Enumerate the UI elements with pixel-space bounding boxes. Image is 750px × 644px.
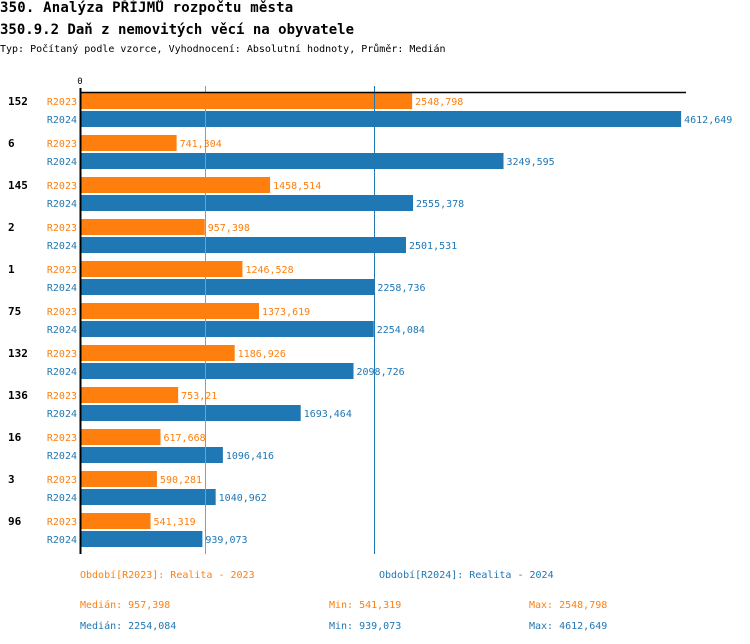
bar-r2023 (81, 303, 260, 319)
series-label: R2023 (47, 223, 77, 234)
series-label: R2023 (47, 97, 77, 108)
series-label: R2024 (47, 199, 77, 210)
category-label: 6 (8, 137, 15, 150)
category-label: 152 (8, 95, 28, 108)
data-label: 2098,726 (357, 367, 405, 378)
data-label: 957,398 (208, 223, 250, 234)
data-label: 1246,528 (245, 265, 293, 276)
data-label: 753,21 (181, 391, 217, 402)
data-label: 541,319 (154, 517, 196, 528)
series-label: R2024 (47, 241, 77, 252)
bar-r2024 (81, 489, 216, 505)
bar-r2023 (81, 135, 177, 151)
legend-r2024: Období[R2024]: Realita - 2024 (379, 570, 554, 581)
bar-r2023 (81, 261, 243, 277)
data-label: 3249,595 (506, 157, 554, 168)
bar-r2024 (81, 195, 414, 211)
category-label: 1 (8, 263, 15, 276)
bar-r2023 (81, 345, 235, 361)
series-label: R2023 (47, 139, 77, 150)
bar-r2024 (81, 405, 301, 421)
stat-r2023-min: Min: 541,319 (329, 600, 402, 611)
series-label: R2024 (47, 325, 77, 336)
bar-r2023 (81, 471, 157, 487)
data-label: 1693,464 (304, 409, 352, 420)
bar-r2023 (81, 429, 161, 445)
category-label: 96 (8, 515, 22, 528)
bar-r2023 (81, 387, 179, 403)
page-title: 350. Analýza PŘÍJMŮ rozpočtu města (0, 0, 294, 16)
series-label: R2023 (47, 433, 77, 444)
bar-r2023 (81, 513, 151, 529)
data-label: 590,281 (160, 475, 202, 486)
bar-r2024 (81, 447, 223, 463)
bar-r2024 (81, 111, 682, 127)
data-label: 617,668 (163, 433, 205, 444)
series-label: R2024 (47, 409, 77, 420)
stat-r2023-max: Max: 2548,798 (529, 600, 608, 611)
data-label: 1096,416 (226, 451, 274, 462)
series-label: R2023 (47, 181, 77, 192)
data-label: 2254,084 (377, 325, 425, 336)
series-label: R2024 (47, 367, 77, 378)
series-label: R2023 (47, 475, 77, 486)
series-label: R2024 (47, 451, 77, 462)
series-label: R2024 (47, 493, 77, 504)
series-label: R2023 (47, 265, 77, 276)
category-label: 16 (8, 431, 22, 444)
category-label: 145 (8, 179, 28, 192)
series-label: R2023 (47, 517, 77, 528)
series-label: R2024 (47, 283, 77, 294)
data-label: 1458,514 (273, 181, 321, 192)
category-label: 132 (8, 347, 28, 360)
stat-r2023-median: Medián: 957,398 (80, 600, 171, 611)
data-label: 1373,619 (262, 307, 310, 318)
data-label: 4612,649 (684, 115, 732, 126)
x-tick-label: 0 (77, 77, 82, 87)
data-label: 2548,798 (415, 97, 463, 108)
legend-r2023: Období[R2023]: Realita - 2023 (80, 570, 255, 581)
data-label: 939,073 (205, 535, 247, 546)
bar-r2024 (81, 363, 354, 379)
stat-r2024-min: Min: 939,073 (329, 621, 402, 632)
data-label: 2258,736 (377, 283, 425, 294)
series-label: R2023 (47, 391, 77, 402)
bar-r2024 (81, 321, 374, 337)
bar-r2023 (81, 93, 413, 109)
bar-r2024 (81, 153, 504, 169)
category-label: 136 (8, 389, 28, 402)
bar-r2024 (81, 237, 407, 253)
series-label: R2024 (47, 535, 77, 546)
data-label: 2501,531 (409, 241, 457, 252)
series-label: R2024 (47, 157, 77, 168)
stat-r2024-median: Medián: 2254,084 (80, 621, 177, 632)
bar-r2023 (81, 219, 205, 235)
bar-r2023 (81, 177, 271, 193)
data-label: 1040,962 (219, 493, 267, 504)
series-label: R2023 (47, 349, 77, 360)
series-label: R2023 (47, 307, 77, 318)
category-label: 2 (8, 221, 15, 234)
stat-r2024-max: Max: 4612,649 (529, 621, 608, 632)
bar-r2024 (81, 279, 375, 295)
data-label: 741,304 (180, 139, 222, 150)
data-label: 1186,926 (238, 349, 286, 360)
chart-info: Typ: Počítaný podle vzorce, Vyhodnocení:… (0, 44, 446, 55)
bar-r2024 (81, 531, 203, 547)
series-label: R2024 (47, 115, 77, 126)
category-label: 75 (8, 305, 21, 318)
chart-subtitle: 350.9.2 Daň z nemovitých věcí na obyvate… (0, 22, 355, 38)
data-label: 2555,378 (416, 199, 464, 210)
category-label: 3 (8, 473, 15, 486)
